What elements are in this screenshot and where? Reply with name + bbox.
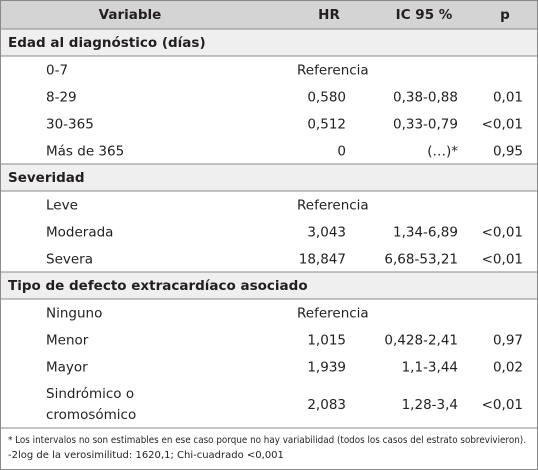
header-cell: Variable bbox=[99, 7, 162, 23]
p-cell: 0,97 bbox=[493, 333, 523, 349]
hr-cell: 1,015 bbox=[307, 333, 346, 349]
p-cell: <0,01 bbox=[482, 397, 523, 413]
row-label: Leve bbox=[46, 198, 78, 214]
section-bg bbox=[1, 164, 537, 192]
header-cell: IC 95 % bbox=[396, 7, 453, 23]
section-title: Tipo de defecto extracardíaco asociado bbox=[8, 278, 308, 294]
row-label: Más de 365 bbox=[46, 144, 124, 160]
footnote: -2log de la verosimilitud: 1620,1; Chi-c… bbox=[8, 450, 284, 461]
row-label: 0-7 bbox=[46, 63, 68, 79]
hr-cell: 0 bbox=[337, 144, 346, 160]
ic-cell: 6,68-53,21 bbox=[384, 252, 458, 268]
hr-cell: Referencia bbox=[297, 306, 369, 322]
hr-cell: 3,043 bbox=[307, 225, 346, 241]
p-cell: <0,01 bbox=[482, 117, 523, 133]
hr-cell: Referencia bbox=[297, 63, 369, 79]
row-label: 8-29 bbox=[46, 90, 77, 106]
section-title: Severidad bbox=[8, 170, 85, 186]
header-cell: HR bbox=[318, 7, 340, 23]
ic-cell: 0,38-0,88 bbox=[393, 90, 458, 106]
hr-cell: 0,580 bbox=[307, 90, 346, 106]
section-bg bbox=[1, 29, 537, 57]
p-cell: <0,01 bbox=[482, 252, 523, 268]
header-bg bbox=[1, 1, 537, 29]
footnote: * Los intervalos no son estimables en es… bbox=[8, 435, 526, 446]
p-cell: 0,95 bbox=[493, 144, 523, 160]
section-bg bbox=[1, 272, 537, 300]
p-cell: 0,01 bbox=[493, 90, 523, 106]
ic-cell: (…)* bbox=[427, 144, 458, 160]
section-title: Edad al diagnóstico (días) bbox=[8, 35, 206, 51]
hr-cell: 2,083 bbox=[307, 397, 346, 413]
row-label: cromosómico bbox=[46, 407, 136, 423]
ic-cell: 1,34-6,89 bbox=[393, 225, 458, 241]
hr-cell: 18,847 bbox=[299, 252, 346, 268]
ic-cell: 1,1-3,44 bbox=[402, 360, 458, 376]
header-cell: p bbox=[500, 7, 510, 23]
row-label: Mayor bbox=[46, 360, 88, 376]
hr-cell: 1,939 bbox=[307, 360, 346, 376]
p-cell: 0,02 bbox=[493, 360, 523, 376]
hr-cell: 0,512 bbox=[307, 117, 346, 133]
ic-cell: 0,33-0,79 bbox=[393, 117, 458, 133]
row-label: Menor bbox=[46, 333, 89, 349]
ic-cell: 0,428-2,41 bbox=[384, 333, 458, 349]
ic-cell: 1,28-3,4 bbox=[402, 397, 458, 413]
row-label: Moderada bbox=[46, 225, 113, 241]
row-label: Severa bbox=[46, 252, 93, 268]
row-label: Sindrómico o bbox=[46, 386, 134, 402]
row-label: 30-365 bbox=[46, 117, 94, 133]
hr-cell: Referencia bbox=[297, 198, 369, 214]
p-cell: <0,01 bbox=[482, 225, 523, 241]
row-label: Ninguno bbox=[46, 306, 102, 322]
